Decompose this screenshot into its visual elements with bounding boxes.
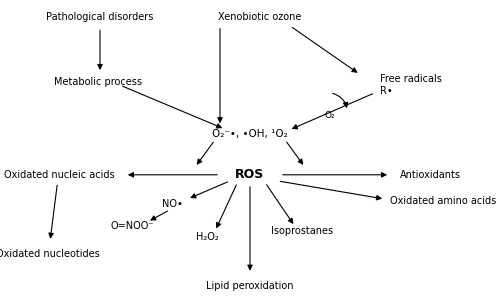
Text: ROS: ROS xyxy=(236,168,264,181)
Text: Oxidated nucleic acids: Oxidated nucleic acids xyxy=(4,170,114,180)
Text: O=NOO⁻: O=NOO⁻ xyxy=(111,222,154,231)
Text: Pathological disorders: Pathological disorders xyxy=(46,12,154,22)
Text: H₂O₂: H₂O₂ xyxy=(196,232,219,242)
Text: Lipid peroxidation: Lipid peroxidation xyxy=(206,282,294,291)
Text: Isoprostanes: Isoprostanes xyxy=(272,226,334,236)
Text: Xenobiotic ozone: Xenobiotic ozone xyxy=(218,12,302,22)
Text: O₂⁻•, •OH, ¹O₂: O₂⁻•, •OH, ¹O₂ xyxy=(212,129,288,139)
Text: NO•: NO• xyxy=(162,199,183,209)
Text: Antioxidants: Antioxidants xyxy=(400,170,461,180)
Text: Free radicals
R•: Free radicals R• xyxy=(380,74,442,96)
Text: O₂: O₂ xyxy=(324,111,336,120)
Text: Metabolic process: Metabolic process xyxy=(54,77,142,87)
Text: Oxidated amino acids: Oxidated amino acids xyxy=(390,196,496,206)
Text: Oxidated nucleotides: Oxidated nucleotides xyxy=(0,249,100,259)
